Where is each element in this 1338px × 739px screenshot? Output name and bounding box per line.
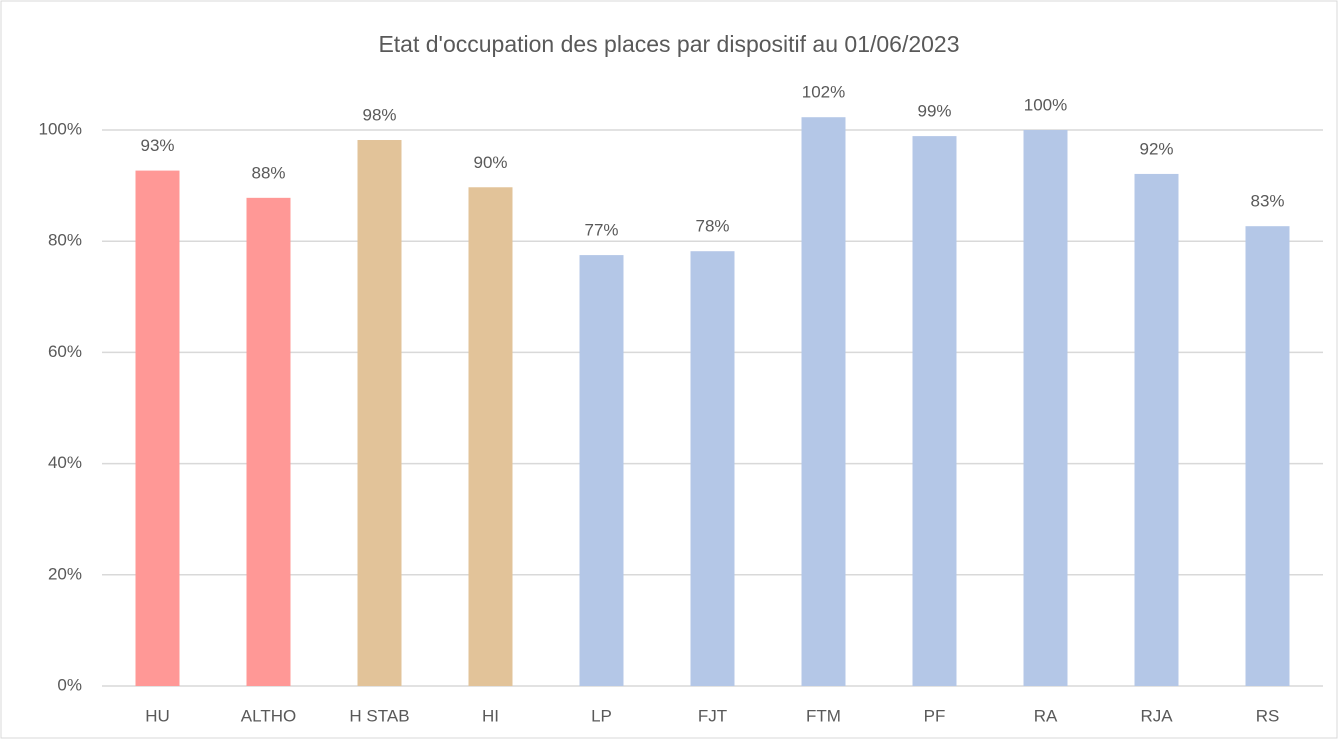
- x-tick-label: HU: [145, 706, 170, 725]
- bar: [801, 117, 846, 687]
- x-tick-label: ALTHO: [241, 706, 296, 725]
- x-tick-label: RJA: [1140, 706, 1173, 725]
- bar: [1023, 130, 1068, 686]
- bar: [468, 187, 513, 686]
- bar: [135, 170, 180, 686]
- data-label: 93%: [140, 136, 174, 155]
- x-tick-label: RA: [1034, 706, 1058, 725]
- data-label: 77%: [584, 221, 618, 240]
- y-tick-label: 40%: [48, 453, 82, 472]
- y-tick-label: 20%: [48, 564, 82, 583]
- x-tick-label: LP: [591, 706, 612, 725]
- x-tick-label: HI: [482, 706, 499, 725]
- data-label: 98%: [362, 105, 396, 124]
- y-tick-label: 0%: [57, 675, 82, 694]
- bar: [357, 140, 402, 686]
- data-label: 90%: [473, 153, 507, 172]
- data-label: 99%: [917, 102, 951, 121]
- bar: [579, 255, 624, 686]
- chart-title: Etat d'occupation des places par disposi…: [378, 31, 959, 57]
- y-tick-label: 60%: [48, 342, 82, 361]
- y-tick-label: 80%: [48, 231, 82, 250]
- bar: [246, 197, 291, 686]
- x-tick-label: FTM: [806, 706, 841, 725]
- data-label: 92%: [1139, 139, 1173, 158]
- data-label: 88%: [251, 163, 285, 182]
- bar: [1134, 173, 1179, 686]
- x-tick-label: PF: [924, 706, 946, 725]
- bar: [1245, 226, 1290, 687]
- x-tick-label: RS: [1256, 706, 1280, 725]
- bar: [912, 136, 957, 687]
- data-label: 100%: [1024, 95, 1067, 114]
- y-tick-label: 100%: [39, 119, 82, 138]
- data-label: 78%: [695, 217, 729, 236]
- x-tick-label: FJT: [698, 706, 727, 725]
- x-tick-label: H STAB: [349, 706, 409, 725]
- bar: [690, 251, 735, 686]
- data-label: 102%: [802, 83, 845, 102]
- data-label: 83%: [1250, 192, 1284, 211]
